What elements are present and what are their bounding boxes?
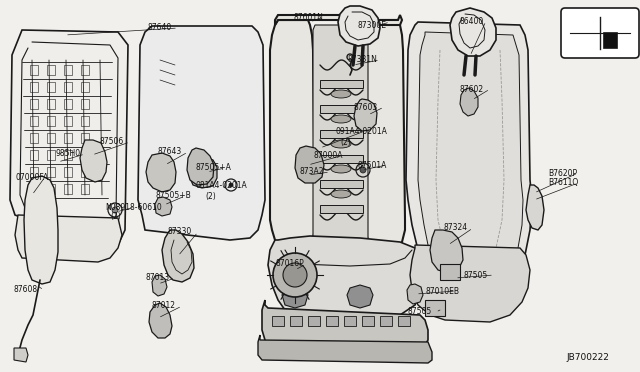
Polygon shape (24, 176, 58, 284)
Polygon shape (430, 230, 463, 273)
Polygon shape (460, 88, 478, 116)
Circle shape (283, 263, 307, 287)
Text: 87506: 87506 (100, 138, 124, 147)
Polygon shape (320, 105, 363, 113)
Polygon shape (344, 316, 356, 326)
Text: 87324: 87324 (443, 224, 467, 232)
Text: 985H0: 985H0 (55, 150, 80, 158)
Polygon shape (295, 146, 324, 183)
Polygon shape (347, 285, 373, 308)
Polygon shape (362, 316, 374, 326)
Polygon shape (425, 300, 445, 316)
Polygon shape (320, 130, 363, 138)
FancyBboxPatch shape (561, 8, 639, 58)
Polygon shape (10, 30, 128, 250)
Text: 87603: 87603 (354, 103, 378, 112)
Polygon shape (290, 316, 302, 326)
Polygon shape (363, 20, 405, 248)
Polygon shape (282, 285, 308, 308)
Text: 87608: 87608 (14, 285, 38, 295)
Polygon shape (418, 32, 523, 270)
Text: 873A2: 873A2 (300, 167, 324, 176)
Polygon shape (354, 99, 377, 131)
Circle shape (360, 167, 366, 173)
Polygon shape (406, 22, 532, 282)
Text: N08918-60610: N08918-60610 (105, 202, 162, 212)
Polygon shape (326, 316, 338, 326)
Polygon shape (338, 6, 380, 46)
Text: 091A4-0201A: 091A4-0201A (335, 126, 387, 135)
Ellipse shape (331, 190, 351, 198)
Text: 87505: 87505 (464, 270, 488, 279)
Polygon shape (14, 348, 28, 362)
Ellipse shape (331, 140, 351, 148)
Text: 87640: 87640 (148, 23, 172, 32)
Circle shape (273, 253, 317, 297)
Text: (2): (2) (205, 192, 216, 201)
Polygon shape (526, 185, 544, 230)
Circle shape (229, 183, 233, 187)
Polygon shape (308, 316, 320, 326)
Polygon shape (450, 8, 496, 56)
Ellipse shape (331, 115, 351, 123)
Text: 87601N: 87601N (293, 13, 323, 22)
Text: (2): (2) (340, 138, 351, 147)
Polygon shape (262, 300, 428, 348)
Polygon shape (15, 215, 122, 262)
Polygon shape (313, 25, 368, 248)
Polygon shape (152, 275, 167, 296)
Polygon shape (162, 230, 194, 282)
Polygon shape (320, 80, 363, 88)
Polygon shape (155, 197, 172, 216)
Text: 86400: 86400 (459, 16, 483, 26)
Polygon shape (320, 205, 363, 213)
Polygon shape (138, 26, 265, 240)
Text: 87010EB: 87010EB (426, 286, 460, 295)
Text: 87505: 87505 (408, 307, 432, 315)
Polygon shape (410, 245, 530, 322)
Polygon shape (398, 316, 410, 326)
Text: 87331N: 87331N (348, 55, 378, 64)
Text: 87300E: 87300E (358, 22, 387, 31)
Text: (2): (2) (110, 212, 121, 221)
Polygon shape (146, 153, 176, 192)
Text: 87016P: 87016P (276, 260, 305, 269)
Text: 07000FA: 07000FA (15, 173, 48, 182)
Polygon shape (258, 335, 432, 363)
Text: 87013: 87013 (145, 273, 169, 282)
Polygon shape (275, 15, 402, 25)
Text: 87501A: 87501A (357, 160, 387, 170)
Polygon shape (407, 284, 423, 304)
Text: JB700222: JB700222 (566, 353, 609, 362)
Polygon shape (190, 157, 217, 188)
Circle shape (112, 207, 118, 213)
Text: 87643: 87643 (158, 148, 182, 157)
Text: B7611Q: B7611Q (548, 179, 579, 187)
Polygon shape (320, 155, 363, 163)
Polygon shape (272, 316, 284, 326)
Text: 87505+A: 87505+A (195, 164, 231, 173)
Polygon shape (187, 148, 214, 185)
Polygon shape (270, 20, 315, 248)
Polygon shape (149, 303, 172, 338)
Ellipse shape (331, 165, 351, 173)
Polygon shape (268, 236, 425, 318)
Text: 87330: 87330 (168, 228, 192, 237)
Polygon shape (440, 264, 460, 280)
Text: 081A4-0201A: 081A4-0201A (195, 182, 247, 190)
Polygon shape (80, 140, 107, 182)
Text: 87505+B: 87505+B (155, 192, 191, 201)
Text: 87602: 87602 (460, 84, 484, 93)
Ellipse shape (331, 90, 351, 98)
Polygon shape (320, 180, 363, 188)
Text: B7620P: B7620P (548, 169, 577, 177)
Text: 87012: 87012 (152, 301, 176, 311)
Polygon shape (380, 316, 392, 326)
FancyBboxPatch shape (604, 32, 618, 48)
Text: 87000A: 87000A (314, 151, 344, 160)
